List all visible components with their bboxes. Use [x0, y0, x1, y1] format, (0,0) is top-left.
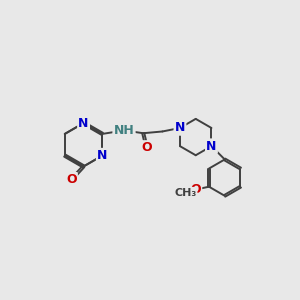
Text: N: N	[206, 140, 217, 153]
Text: N: N	[97, 149, 107, 162]
Text: N: N	[175, 122, 185, 134]
Text: CH₃: CH₃	[174, 188, 196, 198]
Text: N: N	[78, 117, 89, 130]
Text: O: O	[66, 173, 76, 186]
Text: O: O	[190, 183, 201, 196]
Text: NH: NH	[114, 124, 134, 137]
Text: O: O	[141, 141, 152, 154]
